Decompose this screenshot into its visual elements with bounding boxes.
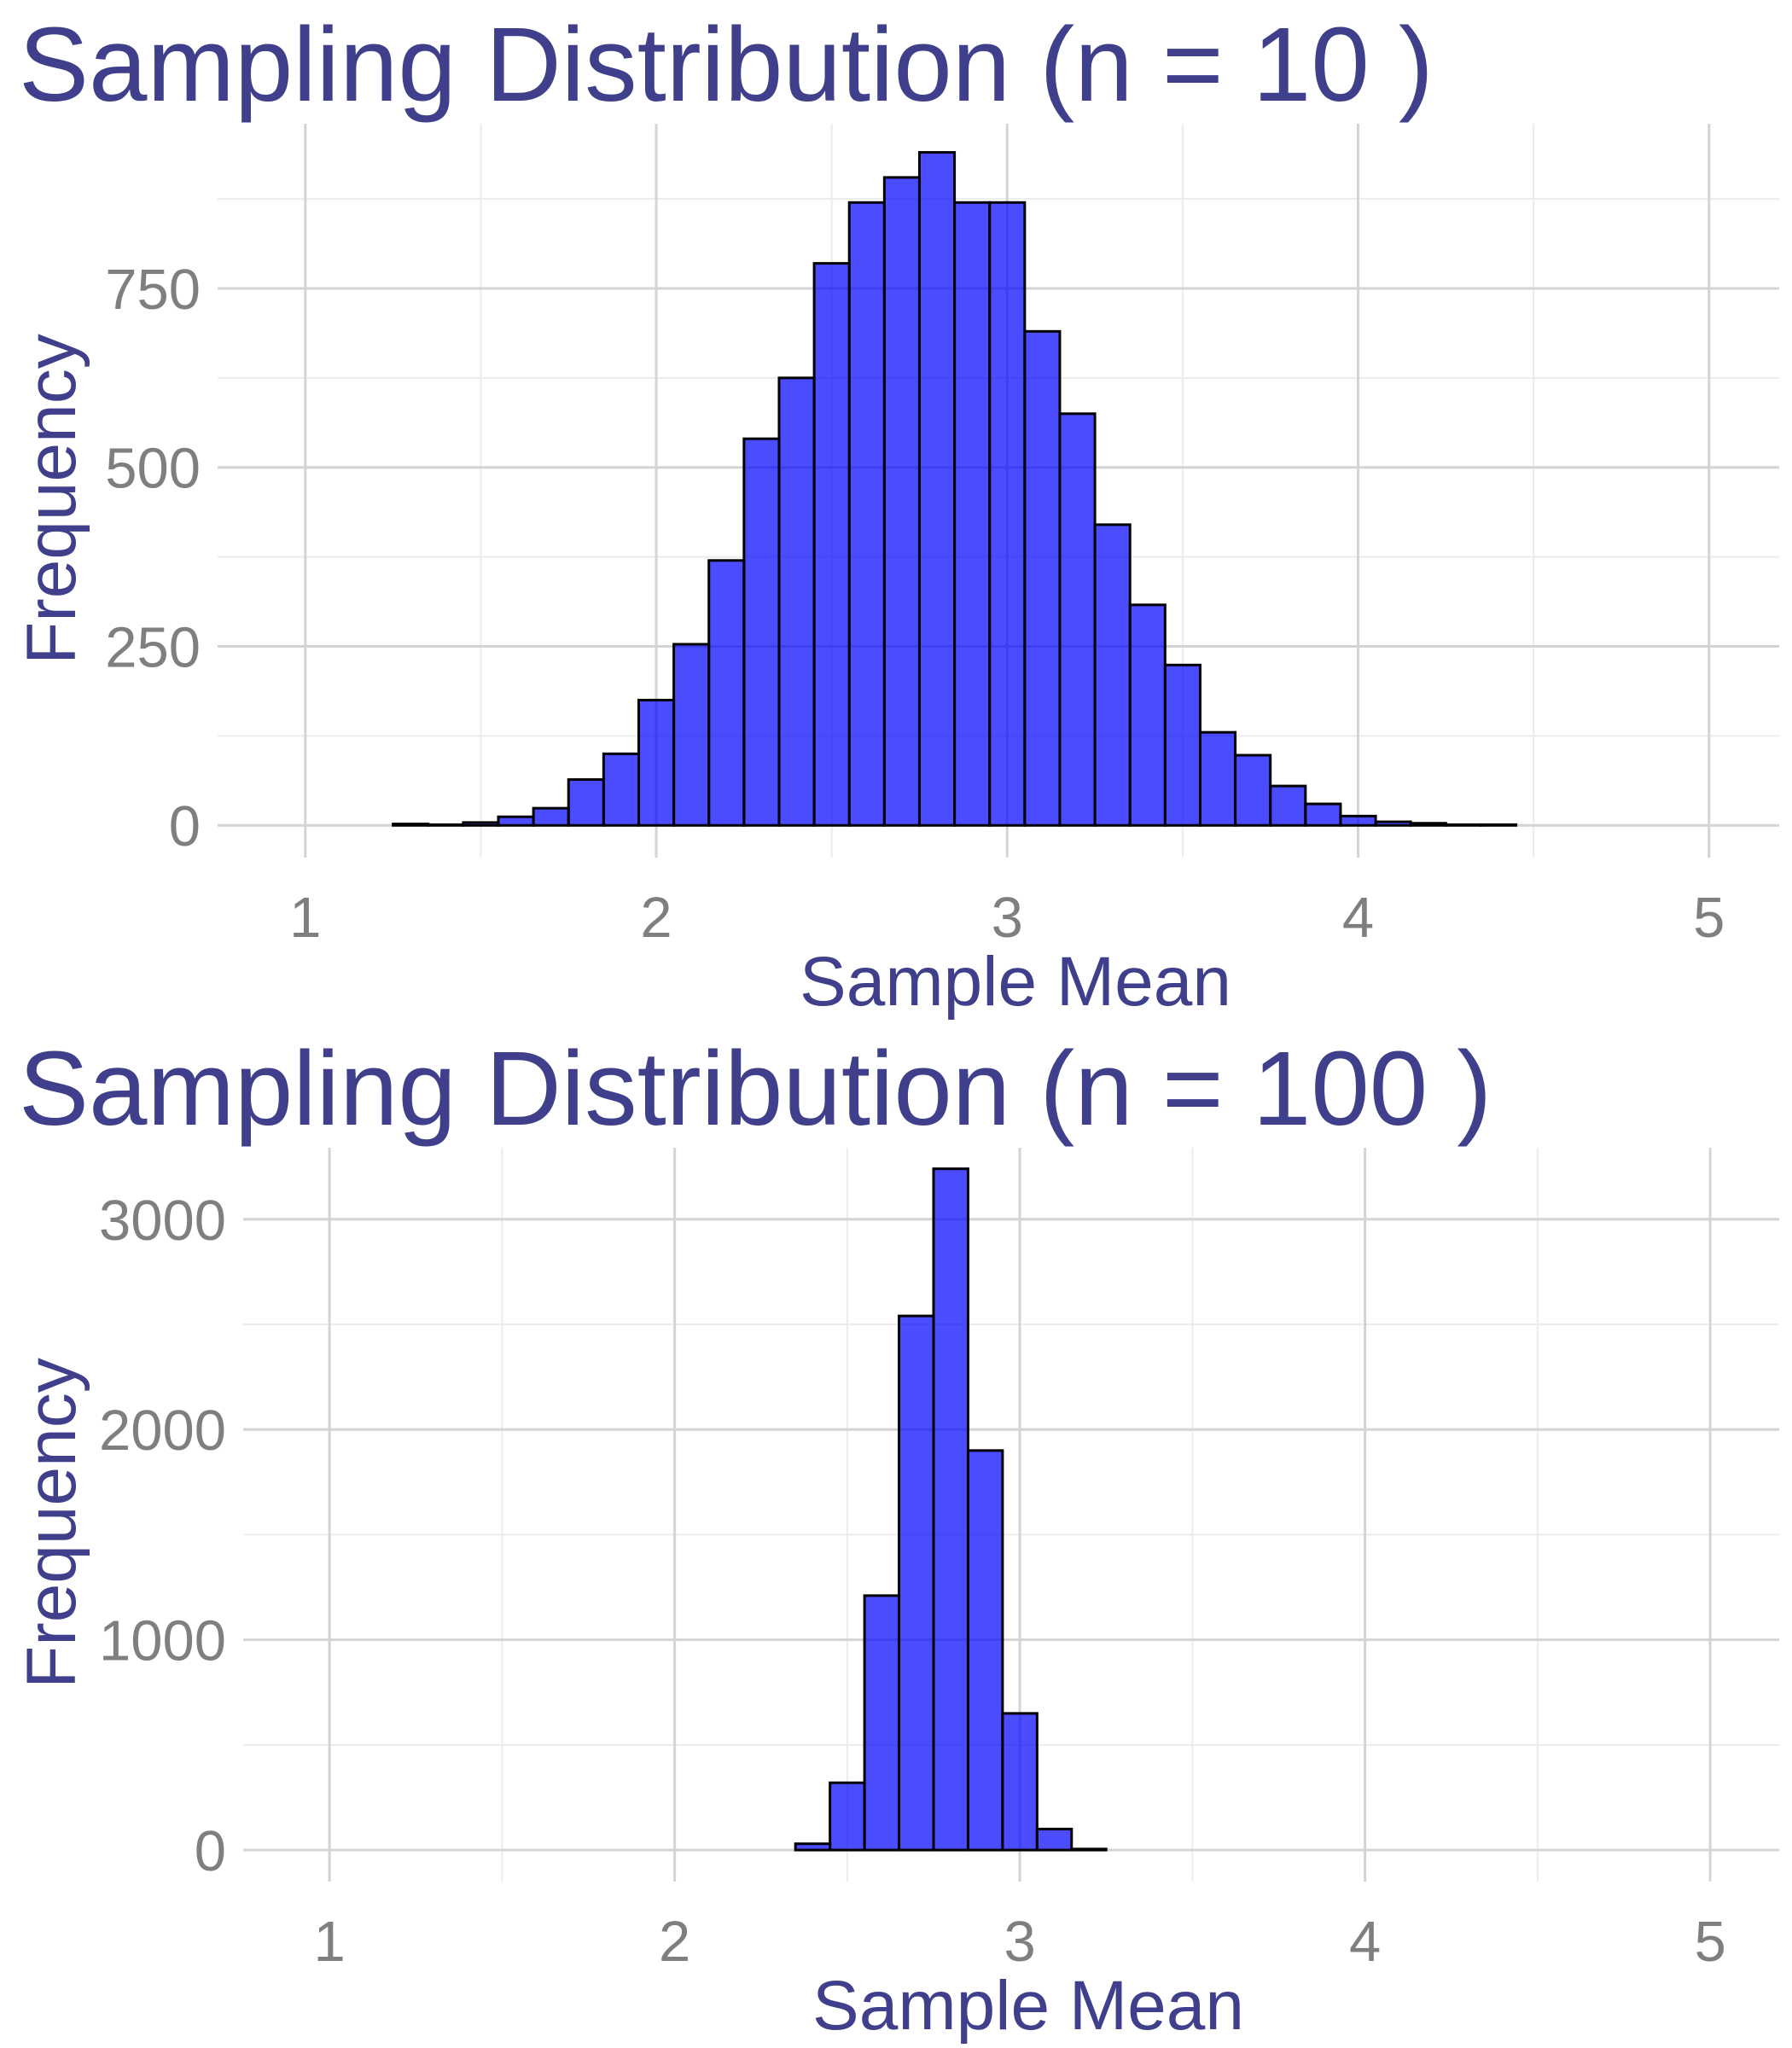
chart-1-bar [497,815,535,827]
chart-2-bar [794,1842,832,1852]
chart-1-bar [1374,820,1412,827]
chart-1-bar [1479,823,1518,827]
chart-1-y-tick-label: 750 [105,258,201,322]
chart-2-x-tick-label: 5 [1694,1910,1725,1974]
chart-2-bar [966,1449,1004,1852]
chart-1-bar [707,559,746,827]
chart-1-bar [1304,802,1342,827]
chart-2: 1 2 3 4 5 0 1000 2000 3000 Sampling Distribution … [13,1031,1779,2045]
chart-2-x-tick-label: 1 [313,1910,345,1974]
chart-2-y-tick-label: 3000 [99,1189,226,1253]
chart-1-bar [847,201,886,827]
chart-1-bar [1163,663,1201,827]
chart-2-bar [863,1594,901,1852]
chart-1-bar [812,262,851,827]
chart-1-bar [1409,822,1447,827]
chart-1-bar [1339,814,1377,827]
chart-1-x-axis-title: Sample Mean [800,943,1231,1021]
chart-2-x-tick-label: 3 [1004,1910,1035,1974]
chart-1-bar [1058,412,1097,827]
chart-1: 1 2 3 4 5 0 250 500 750 Sampling Distribution (n … [13,7,1779,1021]
chart-2-bar [932,1167,969,1852]
chart-1-bar [1198,730,1237,827]
chart-2-title: Sampling Distribution (n = 100 ) [19,1031,1492,1148]
chart-1-bar [1234,753,1272,827]
chart-1-bar [1444,823,1482,827]
chart-2-y-tick-label: 1000 [99,1609,226,1673]
chart-1-bar [637,698,676,827]
chart-1-bar [1093,523,1132,827]
chart-1-bar [672,643,711,827]
chart-2-y-tick-label: 0 [195,1819,226,1883]
chart-2-x-axis-title: Sample Mean [812,1967,1244,2045]
chart-2-bar [1035,1827,1073,1852]
chart-1-x-tick-label: 4 [1342,886,1374,950]
chart-2-bar [1070,1847,1108,1852]
chart-1-x-tick-label: 3 [992,886,1023,950]
chart-2-bar [898,1314,935,1852]
chart-1-y-tick-label: 500 [105,437,201,501]
chart-1-bar [988,201,1027,827]
chart-1-bar [1023,329,1062,827]
chart-1-title: Sampling Distribution (n = 10 ) [19,7,1434,124]
chart-2-bar [1001,1712,1039,1852]
chart-1-bar [777,376,816,827]
chart-2-x-tick-label: 2 [659,1910,690,1974]
chart-1-y-tick-label: 250 [105,615,201,679]
chart-1-bar [567,778,605,827]
chart-1-bar [462,821,500,827]
chart-1-bar [1269,784,1307,827]
chart-1-bar [953,201,992,827]
chart-1-bar [602,752,640,827]
chart-1-bar [882,176,921,827]
chart-1-bar [392,823,430,827]
chart-1-bar [742,437,781,827]
chart-1-bar [917,151,957,827]
chart-2-bar [829,1781,866,1852]
chart-1-x-tick-label: 2 [640,886,672,950]
chart-1-x-tick-label: 1 [289,886,321,950]
chart-2-x-tick-label: 4 [1349,1910,1381,1974]
chart-1-bar [532,806,570,827]
chart-1-x-tick-label: 5 [1693,886,1725,950]
chart-2-y-tick-label: 2000 [99,1399,226,1463]
chart-2-y-axis-title: Frequency [13,1358,90,1688]
chart-1-y-axis-title: Frequency [13,334,90,664]
chart-1-bar [1128,603,1167,827]
chart-1-bar [427,823,465,827]
chart-1-y-tick-label: 0 [169,794,201,858]
